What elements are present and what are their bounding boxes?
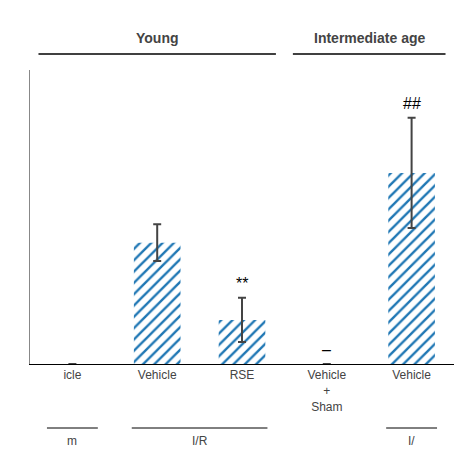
svg-text:m: m: [67, 434, 77, 448]
svg-text:Vehicle: Vehicle: [392, 368, 431, 382]
svg-text:**: **: [236, 275, 248, 292]
svg-text:##: ##: [403, 95, 421, 112]
svg-text:–: –: [322, 341, 331, 358]
svg-text:Intermediate age: Intermediate age: [314, 30, 425, 46]
svg-text:Vehicle+Sham: Vehicle+Sham: [307, 368, 346, 413]
svg-text:Vehicle: Vehicle: [138, 368, 177, 382]
svg-text:I/: I/: [408, 434, 415, 448]
svg-text:Young: Young: [136, 30, 179, 46]
svg-text:RSE: RSE: [230, 368, 255, 382]
svg-text:I/R: I/R: [192, 434, 208, 448]
svg-text:icle: icle: [63, 368, 81, 382]
